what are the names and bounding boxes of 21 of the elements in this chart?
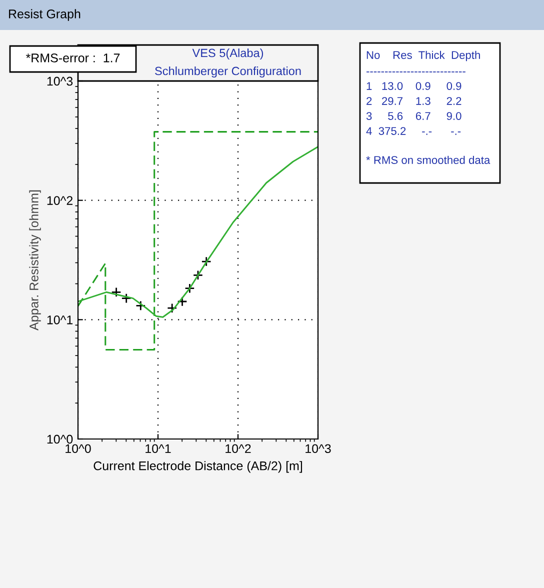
y-axis-title: Appar. Resistivity [ohmm] bbox=[29, 190, 41, 330]
y-tick-label: 10^2 bbox=[47, 196, 73, 205]
text: --------------------------- bbox=[366, 71, 466, 72]
x-tick-label: 10^0 bbox=[66, 444, 91, 454]
x-tick-label: 10^1 bbox=[146, 444, 171, 454]
text: Resist Graph bbox=[9, 9, 80, 21]
chart-title: VES 5(Alaba) bbox=[192, 48, 264, 60]
x-axis-title: Current Electrode Distance (AB/2) [m] bbox=[94, 461, 302, 473]
chart-subtitle: Schlumberger Configuration bbox=[155, 66, 301, 78]
y-tick-label: 10^1 bbox=[47, 315, 73, 324]
y-tick-label: 10^3 bbox=[47, 76, 73, 86]
text: 3 5.6 6.7 9.0 bbox=[366, 112, 462, 120]
text: 1 13.0 0.9 0.9 bbox=[366, 82, 462, 90]
text: 4 375.2 -.- -.- bbox=[366, 127, 461, 135]
text: *RMS-error : 1.7 bbox=[26, 54, 120, 62]
text: 2 29.7 1.3 2.2 bbox=[366, 97, 462, 105]
text: * RMS on smoothed data bbox=[366, 156, 490, 164]
y-tick-label: 10^0 bbox=[47, 434, 73, 444]
x-tick-label: 10^3 bbox=[306, 444, 331, 454]
x-tick-label: 10^2 bbox=[226, 444, 251, 454]
text: No Res Thick Depth bbox=[366, 50, 480, 62]
